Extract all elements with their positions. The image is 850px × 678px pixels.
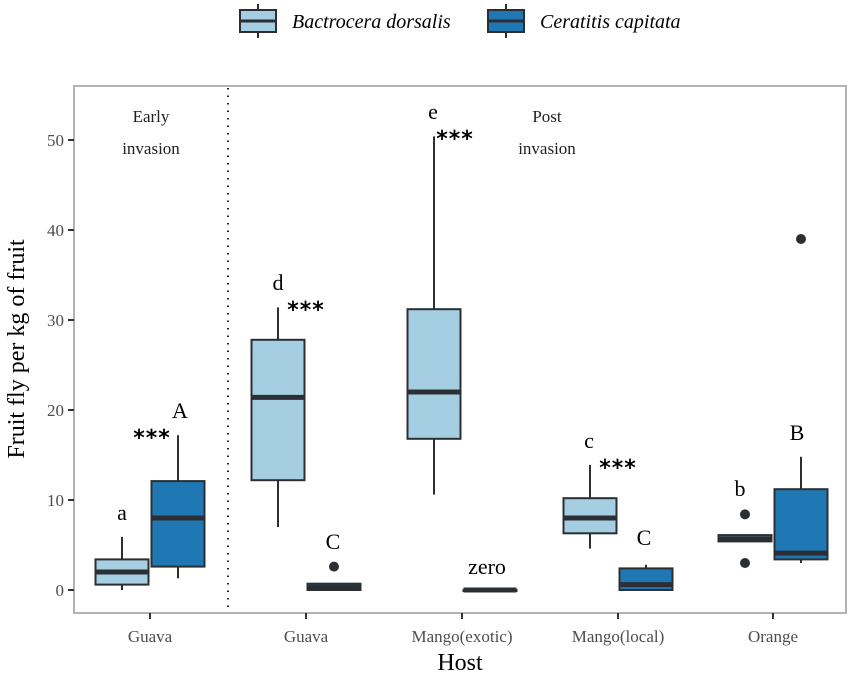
group-letter: b	[735, 476, 746, 501]
legend: Bactrocera dorsalis Ceratitis capitata	[239, 4, 681, 38]
x-tick-label: Guava	[284, 627, 329, 646]
x-tick-label: Guava	[128, 627, 173, 646]
y-tick-label: 0	[56, 581, 65, 600]
box-bactrocera-4	[717, 509, 773, 568]
section-label-line2: invasion	[518, 139, 576, 158]
legend-label: Bactrocera dorsalis	[292, 11, 451, 33]
group-letter: c	[584, 428, 594, 453]
box-iqr	[150, 480, 206, 568]
significance-stars: ***	[287, 298, 325, 323]
significance-stars: ***	[599, 456, 637, 481]
significance-stars: ***	[133, 426, 171, 451]
outlier-point	[740, 509, 750, 520]
box-bactrocera-2	[406, 136, 462, 495]
box-iqr	[250, 338, 306, 482]
box-ceratitis-1	[306, 561, 362, 592]
x-tick-label: Mango(local)	[572, 627, 665, 646]
group-letter: zero	[468, 554, 506, 579]
group-letter: d	[273, 270, 284, 295]
box-ceratitis-3	[618, 564, 674, 592]
section-label-line2: invasion	[122, 139, 180, 158]
y-tick-label: 30	[47, 311, 64, 330]
outlier-point	[740, 558, 750, 568]
group-letter: e	[428, 99, 438, 124]
x-tick-label: Mango(exotic)	[411, 627, 512, 646]
box-ceratitis-4	[773, 234, 829, 563]
y-tick-label: 40	[47, 221, 64, 240]
x-axis-title: Host	[437, 650, 483, 676]
box-ceratitis-0	[150, 435, 206, 579]
legend-entry-bactrocera: Bactrocera dorsalis	[239, 4, 451, 38]
outlier-point	[329, 561, 339, 572]
section-labels: Early invasion Post invasion	[122, 107, 576, 158]
group-letter: C	[326, 529, 341, 554]
group-letter: A	[172, 398, 188, 423]
y-tick-label: 20	[47, 401, 64, 420]
significance-stars: ***	[436, 127, 474, 152]
boxes	[94, 136, 829, 593]
group-letter: C	[637, 525, 652, 550]
group-letter: a	[117, 500, 127, 525]
legend-entry-ceratitis: Ceratitis capitata	[487, 4, 681, 38]
section-label-line1: Post	[532, 107, 562, 126]
y-axis-title: Fruit fly per kg of fruit	[4, 239, 30, 459]
box-bactrocera-0	[94, 536, 150, 590]
box-iqr	[773, 488, 829, 561]
legend-label: Ceratitis capitata	[540, 11, 681, 33]
x-tick-label: Orange	[748, 627, 798, 646]
x-axis: Guava Guava Mango(exotic) Mango(local) Orang…	[128, 613, 798, 646]
box-bactrocera-1	[250, 307, 306, 527]
group-letter: B	[790, 420, 805, 445]
section-label-line1: Early	[133, 107, 170, 126]
y-axis: 0 10 20 30 40 50	[47, 131, 74, 600]
outlier-point	[796, 234, 806, 244]
box-bactrocera-3	[562, 464, 618, 549]
y-tick-label: 50	[47, 131, 64, 150]
box-ceratitis-2	[462, 587, 518, 593]
y-tick-label: 10	[47, 491, 64, 510]
box-iqr	[406, 308, 462, 440]
